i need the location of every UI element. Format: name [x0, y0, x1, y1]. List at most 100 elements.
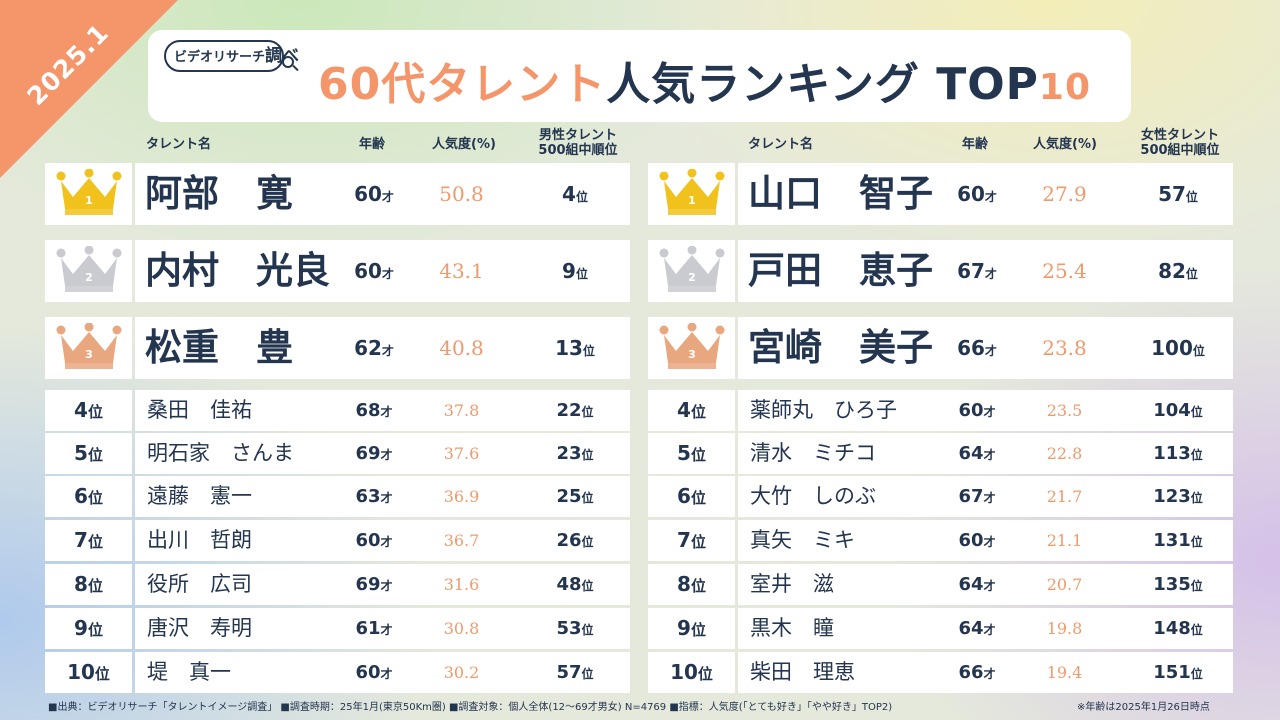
male-ranking-row: 3 松重 豊 62才 40.8 13位: [45, 317, 632, 379]
rank-among-500-cell: 48位: [520, 564, 630, 605]
age-value: 69: [355, 443, 381, 464]
age-value: 64: [958, 574, 984, 595]
rank-among-500-value: 53: [556, 618, 582, 639]
age-cell: 68才: [345, 390, 403, 431]
rank-among-500-unit: 位: [1190, 448, 1203, 462]
rank-among-500-value: 100: [1151, 336, 1193, 360]
silver-crown-icon: 2: [659, 246, 724, 292]
rank-number: 7: [74, 528, 88, 552]
popularity-value: 21.7: [1006, 476, 1123, 517]
female-ranking-row: 9位 黒木 瞳 64才 19.8 148位: [648, 608, 1235, 649]
rank-among-500-unit: 位: [575, 267, 588, 281]
age-value: 60: [355, 662, 381, 683]
female-ranking-row: 3 宮崎 美子 66才 23.8 100位: [648, 317, 1235, 379]
talent-name: 大竹 しのぶ: [738, 476, 948, 517]
rank-among-500-unit: 位: [582, 344, 595, 358]
age-cell: 62才: [345, 317, 403, 379]
popularity-value: 36.7: [403, 520, 520, 561]
rank-unit: 位: [87, 577, 103, 595]
rank-among-500-value: 25: [556, 486, 582, 507]
bronze-crown-icon: 3: [56, 323, 121, 369]
female-header-pop: 人気度(%): [1033, 137, 1097, 152]
age-cell: 60才: [345, 240, 403, 302]
age-cell: 64才: [948, 564, 1006, 605]
rank-cell: 6位: [45, 476, 132, 517]
rank-number: 4: [74, 398, 88, 422]
rank-number: 8: [74, 572, 88, 596]
male-ranking-row: 6位 遠藤 憲一 63才 36.9 25位: [45, 476, 632, 517]
male-header-pop: 人気度(%): [432, 137, 496, 152]
rank-unit: 位: [690, 621, 706, 639]
rank-among-500-value: 151: [1153, 662, 1191, 683]
rank-among-500-unit: 位: [581, 623, 594, 637]
rank-among-500-unit: 位: [1190, 535, 1203, 549]
popularity-value: 19.4: [1006, 652, 1123, 693]
age-unit: 才: [983, 405, 996, 419]
crown-rank-number: 3: [688, 348, 696, 361]
talent-name: 薬師丸 ひろ子: [738, 390, 948, 431]
age-value: 63: [355, 486, 381, 507]
popularity-value: 30.8: [403, 608, 520, 649]
rank-among-500-value: 135: [1153, 574, 1191, 595]
age-value: 60: [355, 530, 381, 551]
age-value: 68: [355, 400, 381, 421]
silver-crown-icon: 2: [56, 246, 121, 292]
age-unit: 才: [983, 579, 996, 593]
rank-among-500-unit: 位: [1190, 579, 1203, 593]
rank-among-500-cell: 53位: [520, 608, 630, 649]
female-header-rank: 女性タレント 500組中順位: [1132, 128, 1228, 158]
rank-number: 10: [67, 660, 95, 684]
rank-cell: 10位: [648, 652, 735, 693]
male-ranking-row: 2 内村 光良 60才 43.1 9位: [45, 240, 632, 302]
rank-cell: 8位: [648, 564, 735, 605]
rank-number: 9: [677, 616, 691, 640]
female-header-rank-line2: 500組中順位: [1140, 143, 1220, 158]
age-cell: 60才: [948, 163, 1006, 225]
age-unit: 才: [380, 535, 393, 549]
female-header-name: タレント名: [748, 137, 814, 152]
age-value: 67: [957, 259, 985, 283]
rank-number: 6: [74, 484, 88, 508]
popularity-value: 19.8: [1006, 608, 1123, 649]
talent-name: 内村 光良: [135, 240, 345, 302]
popularity-value: 40.8: [403, 317, 520, 379]
rank-number: 9: [74, 616, 88, 640]
rank-among-500-cell: 123位: [1123, 476, 1233, 517]
male-ranking-row: 8位 役所 広司 69才 31.6 48位: [45, 564, 632, 605]
male-ranking-row: 10位堤 真一 60才 30.2 57位: [45, 652, 632, 693]
rank-number: 4: [677, 398, 691, 422]
rank-among-500-unit: 位: [581, 579, 594, 593]
talent-name: 唐沢 寿明: [135, 608, 345, 649]
age-cell: 66才: [948, 317, 1006, 379]
talent-name: 柴田 理恵: [738, 652, 948, 693]
talent-name: 松重 豊: [135, 317, 345, 379]
age-unit: 才: [380, 448, 393, 462]
title-part1: 60代タレント: [318, 59, 607, 110]
rank-cell: 2: [45, 240, 132, 302]
rank-unit: 位: [87, 446, 103, 464]
age-unit: 才: [381, 344, 394, 358]
talent-name: 宮崎 美子: [738, 317, 948, 379]
talent-name: 出川 哲朗: [135, 520, 345, 561]
bronze-crown-icon: 3: [659, 323, 724, 369]
age-unit: 才: [983, 623, 996, 637]
age-value: 66: [957, 336, 985, 360]
rank-cell: 9位: [648, 608, 735, 649]
male-header-rank: 男性タレント 500組中順位: [530, 128, 626, 158]
female-ranking-row: 6位 大竹 しのぶ 67才 21.7 123位: [648, 476, 1235, 517]
rank-cell: 7位: [45, 520, 132, 561]
rank-cell: 1: [648, 163, 735, 225]
rank-among-500-cell: 9位: [520, 240, 630, 302]
age-unit: 才: [984, 267, 997, 281]
rank-among-500-unit: 位: [1190, 491, 1203, 505]
crown-rank-number: 3: [85, 348, 93, 361]
page-title: 60代タレント人気ランキング TOP10: [318, 48, 1091, 112]
popularity-value: 21.1: [1006, 520, 1123, 561]
rank-among-500-value: 113: [1153, 443, 1191, 464]
popularity-value: 37.6: [403, 433, 520, 474]
rank-among-500-unit: 位: [575, 190, 588, 204]
age-cell: 69才: [345, 433, 403, 474]
rank-unit: 位: [690, 533, 706, 551]
rank-among-500-unit: 位: [1190, 667, 1203, 681]
rank-unit: 位: [690, 403, 706, 421]
